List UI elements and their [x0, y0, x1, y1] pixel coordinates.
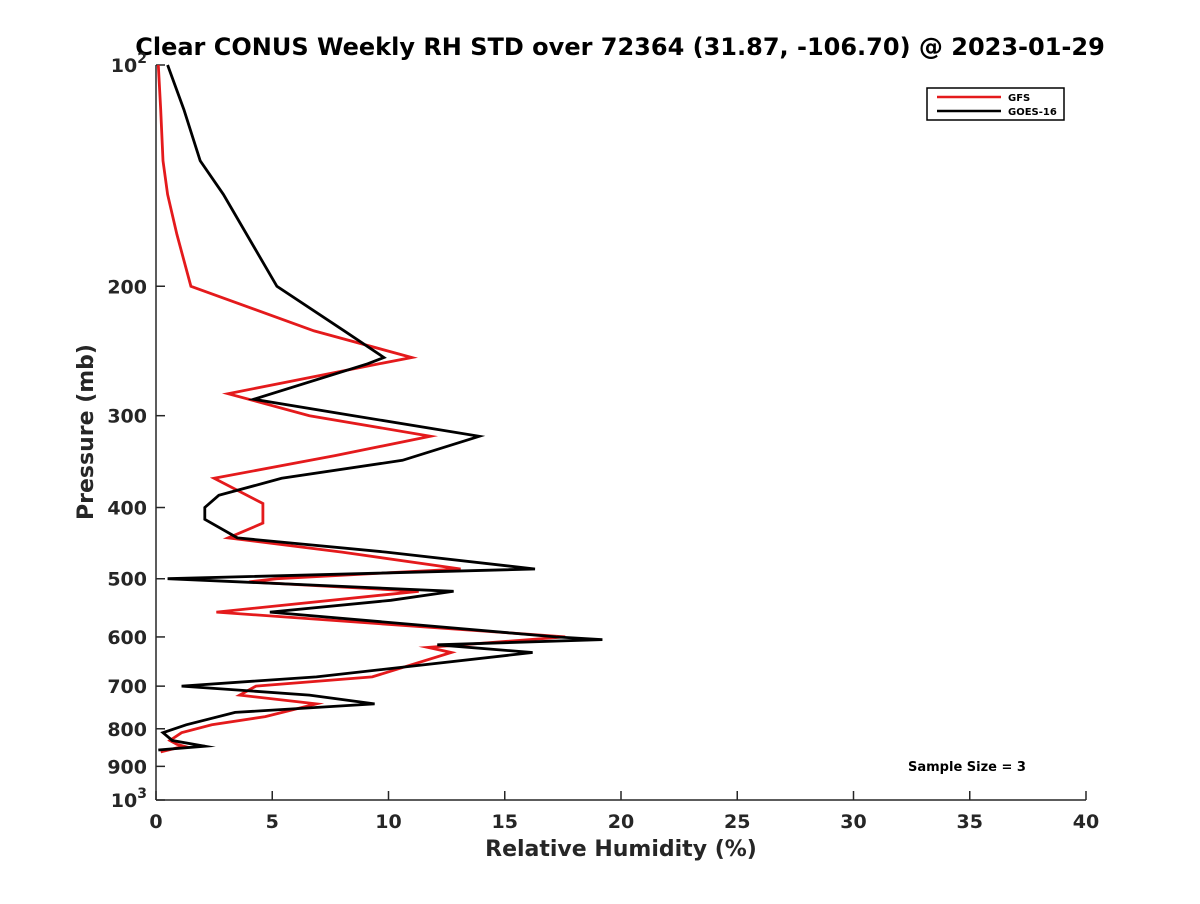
y-tick-label: 900: [107, 756, 147, 778]
x-tick-label: 20: [608, 811, 634, 833]
y-tick-label: 500: [107, 569, 147, 591]
legend-box: [926, 87, 1065, 121]
y-tick-label: 600: [107, 627, 147, 649]
x-tick-label: 30: [840, 811, 866, 833]
y-tick-label: 200: [107, 276, 147, 298]
x-axis-label: Relative Humidity (%): [485, 837, 757, 862]
y-tick-label: 400: [107, 498, 147, 520]
chart-title: Clear CONUS Weekly RH STD over 72364 (31…: [135, 33, 1105, 61]
legend: GFS GOES-16: [926, 87, 1065, 121]
y-tick-label: 103: [111, 786, 147, 812]
y-tick-label: 102: [111, 51, 147, 77]
y-axis-label: Pressure (mb): [74, 344, 99, 520]
legend-label-gfs: GFS: [1008, 93, 1030, 104]
x-tick-label: 10: [375, 811, 401, 833]
y-tick-label: 700: [107, 676, 147, 698]
x-tick-label: 5: [266, 811, 279, 833]
y-tick-label: 800: [107, 719, 147, 741]
legend-label-goes16: GOES-16: [1008, 107, 1057, 118]
x-tick-label: 0: [149, 811, 162, 833]
x-tick-label: 35: [957, 811, 983, 833]
series-lines: [156, 64, 603, 754]
y-tick-label: 300: [107, 406, 147, 428]
x-tick-label: 40: [1073, 811, 1099, 833]
x-tick-label: 25: [724, 811, 750, 833]
x-axis-ticks: 0 5 10 15 20 25 30 35 40: [149, 791, 1099, 833]
sample-size-annotation: Sample Size = 3: [908, 760, 1026, 775]
series-line-goes16: [158, 64, 603, 752]
x-tick-label: 15: [492, 811, 518, 833]
series-line-gfs: [156, 64, 566, 754]
y-axis-ticks: 102 200 300 400 500 600 700 800 900 103: [107, 51, 165, 812]
